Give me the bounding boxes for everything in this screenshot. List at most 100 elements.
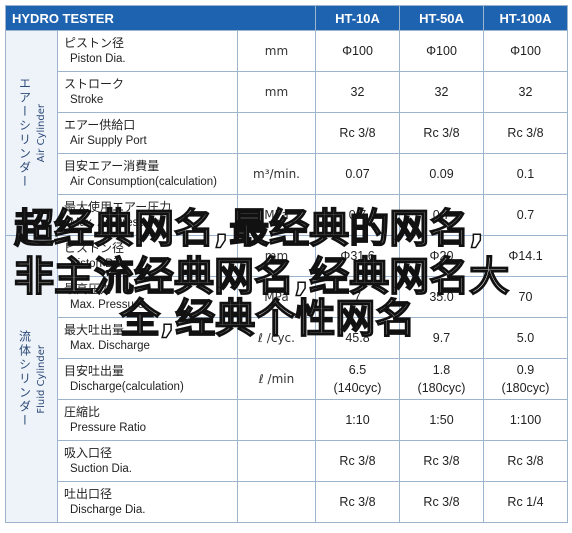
table-row: エアー供給口 Air Supply Port Rc 3/8 Rc 3/8 Rc 3/8 xyxy=(6,112,568,154)
row-label-jp: 最大使用エアー圧力 xyxy=(64,199,172,214)
table-title: HYDRO TESTER xyxy=(5,5,316,31)
value-cell: 0.7 xyxy=(399,194,484,236)
value-cell: 1.8 (180cyc) xyxy=(399,358,484,400)
table-row: ストローク Stroke mm 32 32 32 xyxy=(6,71,568,113)
model-header: HT-50A xyxy=(399,5,484,31)
row-label-jp: 最大吐出量 xyxy=(64,322,125,337)
row-label-en: Piston Dia. xyxy=(70,257,126,270)
value-cell: 7 xyxy=(315,276,400,318)
row-label: 最大吐出量 Max. Discharge xyxy=(57,317,238,359)
table-row: 最大使用エアー圧力 Max. Air Pressure MPa 0.7 0.7 0.7 xyxy=(6,194,568,236)
value-cell: 0.9 (180cyc) xyxy=(483,358,568,400)
unit-cell: MPa xyxy=(237,194,316,236)
row-label-jp: 目安エアー消費量 xyxy=(64,158,160,173)
value-main: 1.8 xyxy=(432,363,451,377)
row-label-en: Max. Air Pressure xyxy=(70,216,161,229)
row-label: 圧縮比 Pressure Ratio xyxy=(57,399,238,441)
value-cell: 70 xyxy=(483,276,568,318)
value-cell: 1:10 xyxy=(315,399,400,441)
unit-cell: m³/min. xyxy=(237,153,316,195)
value-cell: Rc 3/8 xyxy=(315,440,400,482)
unit-cell xyxy=(237,440,316,482)
unit-cell: ℓ /cyc. xyxy=(237,317,316,359)
table-row: 最高圧力 Max. Pressure MPa 7 35.0 70 xyxy=(6,276,568,318)
value-cell: 0.09 xyxy=(399,153,484,195)
row-label: 吐出口径 Discharge Dia. xyxy=(57,481,238,523)
value-cell: Φ100 xyxy=(483,30,568,72)
group-label-jp: 流体シリンダー xyxy=(17,330,32,428)
value-cell: 0.1 xyxy=(483,153,568,195)
value-cell: 6.5 (140cyc) xyxy=(315,358,400,400)
unit-cell: MPa xyxy=(237,276,316,318)
value-cell: 1:100 xyxy=(483,399,568,441)
value-note: (180cyc) xyxy=(501,381,550,395)
value-cell: 0.7 xyxy=(315,194,400,236)
row-label-jp: ピストン径 xyxy=(64,240,125,255)
value-cell: 5.0 xyxy=(483,317,568,359)
group-label-en: Fluid Cylinder xyxy=(35,344,47,414)
row-label-jp: 最高圧力 xyxy=(64,281,113,296)
row-label-jp: 吸入口径 xyxy=(64,445,113,460)
group-label-jp: エアーシリンダー xyxy=(17,77,32,189)
value-main: 0.9 xyxy=(516,363,535,377)
value-cell: Φ100 xyxy=(399,30,484,72)
table-row: 流体シリンダー Fluid Cylinder ピストン径 Piston Dia. mm Φ… xyxy=(5,235,568,523)
table-row: 目安エアー消費量 Air Consumption(calculation) m³/m… xyxy=(6,153,568,195)
row-label-en: Piston Dia. xyxy=(70,52,126,65)
row-label-en: Air Consumption(calculation) xyxy=(70,175,218,188)
row-label-jp: ストローク xyxy=(64,76,125,91)
value-cell: 45.8 xyxy=(315,317,400,359)
model-header: HT-100A xyxy=(483,5,568,31)
row-label-en: Max. Discharge xyxy=(70,339,150,352)
value-cell: 0.7 xyxy=(483,194,568,236)
value-cell: Rc 3/8 xyxy=(399,481,484,523)
row-label: エアー供給口 Air Supply Port xyxy=(57,112,238,154)
row-label-en: Discharge(calculation) xyxy=(70,380,184,393)
value-cell: Rc 3/8 xyxy=(315,112,400,154)
table-row: 最大吐出量 Max. Discharge ℓ /cyc. 45.8 9.7 5.0 xyxy=(6,317,568,359)
row-label-jp: 吐出口径 xyxy=(64,486,113,501)
value-cell: 9.7 xyxy=(399,317,484,359)
row-label: 目安エアー消費量 Air Consumption(calculation) xyxy=(57,153,238,195)
value-cell: Φ14.1 xyxy=(483,235,568,277)
value-cell: 32 xyxy=(315,71,400,113)
value-cell: Rc 3/8 xyxy=(399,112,484,154)
row-label: 目安吐出量 Discharge(calculation) xyxy=(57,358,238,400)
unit-cell xyxy=(237,399,316,441)
table-row: 吸入口径 Suction Dia. Rc 3/8 Rc 3/8 Rc 3/8 xyxy=(6,440,568,482)
row-label-en: Air Supply Port xyxy=(70,134,147,147)
unit-cell: ℓ /min xyxy=(237,358,316,400)
value-note: (140cyc) xyxy=(333,381,382,395)
row-label-en: Discharge Dia. xyxy=(70,503,146,516)
fluid-cylinder-group-label: 流体シリンダー Fluid Cylinder xyxy=(5,235,58,523)
value-cell: 32 xyxy=(483,71,568,113)
value-cell: Rc 3/8 xyxy=(399,440,484,482)
value-note: (180cyc) xyxy=(417,381,466,395)
value-cell: Rc 1/4 xyxy=(483,481,568,523)
value-cell: Φ100 xyxy=(315,30,400,72)
value-cell: Rc 3/8 xyxy=(315,481,400,523)
row-label-jp: 圧縮比 xyxy=(64,404,101,419)
value-cell: 1:50 xyxy=(399,399,484,441)
row-label-en: Max. Pressure xyxy=(70,298,145,311)
value-cell: 32 xyxy=(399,71,484,113)
row-label-en: Suction Dia. xyxy=(70,462,133,475)
row-label-jp: ピストン径 xyxy=(64,35,125,50)
value-cell: 35.0 xyxy=(399,276,484,318)
table-row: 吐出口径 Discharge Dia. Rc 3/8 Rc 3/8 Rc 1/4 xyxy=(6,481,568,523)
value-cell: Φ20 xyxy=(399,235,484,277)
row-label: ピストン径 Piston Dia. xyxy=(57,30,238,72)
table-row: 目安吐出量 Discharge(calculation) ℓ /min 6.5 (140… xyxy=(6,358,568,400)
row-label: ストローク Stroke xyxy=(57,71,238,113)
table-row: 圧縮比 Pressure Ratio 1:10 1:50 1:100 xyxy=(6,399,568,441)
unit-cell xyxy=(237,481,316,523)
air-cylinder-group-label: エアーシリンダー Air Cylinder xyxy=(5,30,58,236)
row-label: 最高圧力 Max. Pressure xyxy=(57,276,238,318)
unit-cell: mm xyxy=(237,235,316,277)
value-cell: Rc 3/8 xyxy=(483,112,568,154)
spec-table: HYDRO TESTER HT-10A HT-50A HT-100A エアーシリ… xyxy=(5,5,568,523)
value-cell: 0.07 xyxy=(315,153,400,195)
row-label-jp: エアー供給口 xyxy=(64,117,136,132)
row-label-en: Pressure Ratio xyxy=(70,421,147,434)
model-header: HT-10A xyxy=(315,5,400,31)
